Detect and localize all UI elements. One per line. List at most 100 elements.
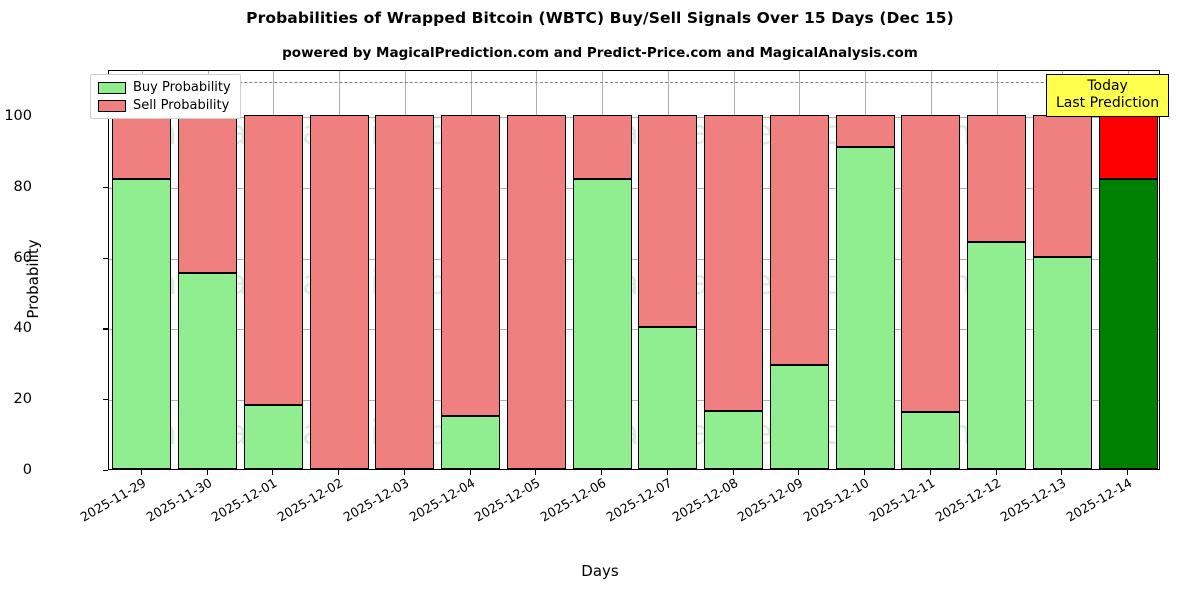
y-axis-tick-label: 20 — [13, 391, 32, 408]
bar-segment-sell — [112, 115, 172, 179]
y-axis-tick-label: 60 — [13, 249, 32, 266]
chart-legend: Buy Probability Sell Probability — [90, 74, 241, 119]
bar-segment-sell — [178, 115, 238, 273]
y-axis-tick-mark — [103, 470, 108, 472]
threshold-dashed-line — [109, 81, 1159, 83]
bar-segment-buy — [441, 415, 501, 469]
x-axis-tick-label: 2025-12-01 — [208, 475, 280, 525]
bar-segment-sell — [901, 115, 961, 413]
bar-segment-sell — [243, 115, 303, 406]
legend-swatch-buy — [98, 81, 126, 94]
y-axis-tick-mark — [103, 186, 108, 188]
bar-segment-buy — [112, 178, 172, 469]
bar-2025-12-10[interactable] — [835, 115, 895, 469]
bar-2025-12-05[interactable] — [506, 115, 566, 469]
chart-subtitle: powered by MagicalPrediction.com and Pre… — [282, 45, 918, 61]
bar-segment-sell — [309, 115, 369, 469]
y-axis-tick-label: 80 — [13, 178, 32, 195]
bar-segment-sell — [441, 115, 501, 416]
bar-segment-buy — [638, 327, 698, 469]
bar-segment-sell — [704, 115, 764, 411]
bar-segment-sell — [572, 115, 632, 179]
gridline-horizontal — [109, 400, 1159, 402]
bar-segment-sell — [769, 115, 829, 365]
bar-2025-12-04[interactable] — [441, 115, 501, 469]
plot-area: MagicalAnalysis.comMagicalPrediction.com… — [108, 70, 1160, 470]
bar-2025-12-12[interactable] — [967, 115, 1027, 469]
y-axis-tick-mark — [103, 328, 108, 330]
x-axis-tick-label: 2025-12-13 — [997, 475, 1069, 525]
x-axis-tick-mark — [798, 470, 800, 475]
bar-2025-12-13[interactable] — [1032, 115, 1092, 469]
y-axis-tick-label: 0 — [22, 462, 32, 478]
x-axis-tick-mark — [272, 470, 274, 475]
bar-segment-sell — [506, 115, 566, 469]
y-axis-tick-mark — [103, 257, 108, 259]
x-axis-tick-mark — [1127, 470, 1129, 475]
legend-swatch-sell — [98, 99, 126, 112]
x-axis-tick-mark — [535, 470, 537, 475]
bar-segment-buy — [178, 272, 238, 469]
bar-2025-12-14[interactable] — [1098, 115, 1158, 469]
x-axis-tick-label: 2025-12-05 — [471, 475, 543, 525]
x-axis-tick-mark — [1061, 470, 1063, 475]
bar-2025-11-30[interactable] — [178, 115, 238, 469]
x-axis-tick-mark — [601, 470, 603, 475]
bar-segment-buy — [769, 364, 829, 469]
bar-2025-12-11[interactable] — [901, 115, 961, 469]
bar-segment-buy — [1032, 256, 1092, 469]
bar-segment-sell — [1032, 115, 1092, 257]
x-axis-tick-mark — [206, 470, 208, 475]
today-annotation-line1: Today — [1087, 78, 1128, 94]
gridline-horizontal — [109, 187, 1159, 189]
x-axis-tick-label: 2025-12-09 — [734, 475, 806, 525]
x-axis-tick-mark — [864, 470, 866, 475]
y-axis-tick-label: 100 — [4, 108, 32, 125]
x-axis-tick-mark — [403, 470, 405, 475]
bar-2025-12-03[interactable] — [375, 115, 435, 469]
today-annotation-line2: Last Prediction — [1056, 94, 1160, 111]
plot-inner: MagicalAnalysis.comMagicalPrediction.com… — [109, 71, 1159, 469]
chart-title: Probabilities of Wrapped Bitcoin (WBTC) … — [246, 9, 954, 27]
x-axis-tick-mark — [995, 470, 997, 475]
gridline-horizontal — [109, 329, 1159, 331]
x-axis-tick-mark — [666, 470, 668, 475]
today-annotation: Today Last Prediction — [1046, 74, 1170, 118]
legend-item-sell: Sell Probability — [98, 98, 231, 113]
x-axis-tick-mark — [732, 470, 734, 475]
legend-item-buy: Buy Probability — [98, 80, 231, 95]
x-axis-tick-mark — [469, 470, 471, 475]
bar-segment-buy — [243, 405, 303, 469]
bar-2025-12-02[interactable] — [309, 115, 369, 469]
x-axis-tick-mark — [338, 470, 340, 475]
bar-2025-12-07[interactable] — [638, 115, 698, 469]
y-axis-tick-mark — [103, 399, 108, 401]
gridline-horizontal — [109, 117, 1159, 119]
bar-segment-buy — [704, 410, 764, 469]
legend-label-sell: Sell Probability — [133, 98, 230, 113]
bar-2025-12-08[interactable] — [704, 115, 764, 469]
bar-segment-sell — [375, 115, 435, 469]
x-axis-tick-mark — [929, 470, 931, 475]
bar-segment-sell — [835, 115, 895, 147]
x-axis-tick-mark — [140, 470, 142, 475]
y-axis-tick-label: 40 — [13, 320, 32, 337]
bar-segment-sell — [638, 115, 698, 328]
bar-2025-12-09[interactable] — [769, 115, 829, 469]
bar-2025-12-01[interactable] — [243, 115, 303, 469]
bar-segment-buy — [1098, 178, 1158, 469]
y-axis-label: Probability — [24, 239, 42, 319]
legend-label-buy: Buy Probability — [133, 80, 231, 95]
bar-segment-buy — [572, 178, 632, 469]
bar-segment-buy — [901, 412, 961, 469]
x-axis-tick-label: 2025-11-29 — [77, 475, 149, 525]
bar-segment-sell — [1098, 115, 1158, 179]
gridline-horizontal — [109, 258, 1159, 260]
bar-segment-buy — [835, 146, 895, 469]
bar-segment-buy — [967, 242, 1027, 469]
bar-segment-sell — [967, 115, 1027, 243]
x-axis-label: Days — [581, 562, 619, 580]
bar-2025-11-29[interactable] — [112, 115, 172, 469]
bar-2025-12-06[interactable] — [572, 115, 632, 469]
